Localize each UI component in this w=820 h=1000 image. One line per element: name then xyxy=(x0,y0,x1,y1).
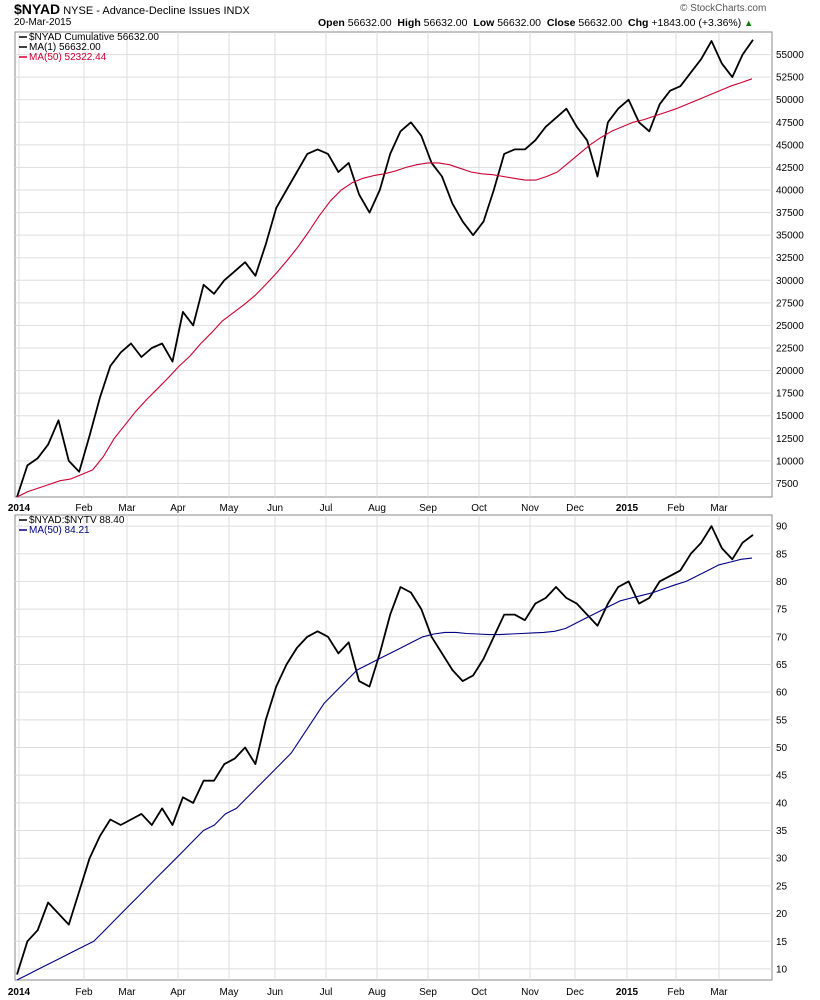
y-tick-label: 35 xyxy=(776,826,788,837)
x-tick-label: May xyxy=(220,503,239,514)
x-tick-label: Jul xyxy=(320,503,333,514)
x-tick-label: Apr xyxy=(170,503,186,514)
x-tick-label: Nov xyxy=(521,503,539,514)
x-tick-label: 2014 xyxy=(8,503,31,514)
y-tick-label: 55 xyxy=(776,715,788,726)
y-tick-label: 75 xyxy=(776,605,788,616)
y-tick-label: 50 xyxy=(776,743,788,754)
legend-entry: $NYAD:$NYTV 88.40 xyxy=(29,515,125,526)
legend-entry: MA(50) 84.21 xyxy=(29,525,90,536)
x-tick-label: Feb xyxy=(75,503,93,514)
y-tick-label: 12500 xyxy=(776,434,804,445)
y-tick-label: 90 xyxy=(776,522,788,533)
x-tick-label: Mar xyxy=(710,987,728,998)
y-tick-label: 15000 xyxy=(776,411,804,422)
y-tick-label: 10000 xyxy=(776,456,804,467)
symbol-description: NYSE - Advance-Decline Issues xyxy=(63,5,221,17)
x-tick-label: Apr xyxy=(170,987,186,998)
close-value: 56632.00 xyxy=(578,17,623,29)
x-tick-label: Oct xyxy=(471,503,487,514)
chg-value: +1843.00 (+3.36%) xyxy=(651,17,742,29)
moving-average-line xyxy=(16,78,753,498)
moving-average-line xyxy=(16,557,753,981)
x-tick-label: Mar xyxy=(710,503,728,514)
x-tick-label: Nov xyxy=(521,987,539,998)
symbol: $NYAD xyxy=(14,1,61,17)
chart-header: $NYAD NYSE - Advance-Decline Issues INDX xyxy=(14,1,250,17)
high-label: High xyxy=(397,17,421,29)
y-tick-label: 30000 xyxy=(776,276,804,287)
legend-entry: $NYAD Cumulative 56632.00 xyxy=(29,32,159,43)
y-tick-label: 60 xyxy=(776,688,788,699)
y-tick-label: 22500 xyxy=(776,344,804,355)
y-tick-label: 7500 xyxy=(776,479,799,490)
y-tick-label: 80 xyxy=(776,577,788,588)
y-tick-label: 25 xyxy=(776,881,788,892)
panel-nyad-nytv-ratio: 2014 Feb Mar Apr May Jun Jul Aug Sep Oct Nov Dec 201… xyxy=(8,514,788,998)
y-tick-label: 15 xyxy=(776,937,788,948)
y-tick-label: 55000 xyxy=(776,50,804,61)
x-tick-label: Jun xyxy=(267,503,283,514)
price-line xyxy=(16,39,754,498)
watermark: © StockCharts.com xyxy=(680,3,767,14)
x-tick-label: Jul xyxy=(320,987,333,998)
x-tick-label: Feb xyxy=(667,503,685,514)
x-tick-label: Aug xyxy=(368,987,386,998)
y-tick-label: 45000 xyxy=(776,140,804,151)
y-tick-label: 27500 xyxy=(776,298,804,309)
x-tick-label: Aug xyxy=(368,503,386,514)
y-tick-label: 30 xyxy=(776,854,788,865)
x-tick-label: 2015 xyxy=(616,987,639,998)
open-label: Open xyxy=(318,17,345,29)
legend-entry: MA(1) 56632.00 xyxy=(29,42,101,53)
x-tick-label: Sep xyxy=(419,503,437,514)
low-label: Low xyxy=(473,17,495,29)
y-tick-label: 35000 xyxy=(776,231,804,242)
y-tick-label: 10 xyxy=(776,964,788,975)
high-value: 56632.00 xyxy=(423,17,468,29)
price-line xyxy=(16,525,754,975)
y-tick-label: 42500 xyxy=(776,163,804,174)
x-tick-label: Dec xyxy=(566,503,584,514)
y-tick-label: 47500 xyxy=(776,118,804,129)
up-arrow-icon: ▲ xyxy=(744,18,754,28)
x-tick-label: May xyxy=(220,987,239,998)
open-value: 56632.00 xyxy=(347,17,392,29)
plot-frame xyxy=(14,31,773,498)
x-tick-label: Mar xyxy=(118,503,136,514)
y-tick-label: 25000 xyxy=(776,321,804,332)
panel-nyad-cumulative: 2014 Feb Mar Apr May Jun Jul Aug Sep Oct Nov Dec 201… xyxy=(8,31,804,514)
ohlc-readout: Open 56632.00 High 56632.00 Low 56632.00… xyxy=(318,17,753,29)
low-value: 56632.00 xyxy=(497,17,542,29)
x-tick-label: 2015 xyxy=(616,503,639,514)
y-tick-label: 50000 xyxy=(776,95,804,106)
y-tick-label: 20000 xyxy=(776,366,804,377)
y-tick-label: 40000 xyxy=(776,186,804,197)
y-tick-label: 52500 xyxy=(776,73,804,84)
chg-label: Chg xyxy=(628,17,649,29)
y-tick-label: 32500 xyxy=(776,253,804,264)
close-label: Close xyxy=(546,17,576,29)
x-tick-label: Mar xyxy=(118,987,136,998)
x-tick-label: Oct xyxy=(471,987,487,998)
legend-entry: MA(50) 52322.44 xyxy=(29,52,107,63)
x-tick-label: Sep xyxy=(419,987,437,998)
y-tick-label: 65 xyxy=(776,660,788,671)
x-tick-label: 2014 xyxy=(8,987,31,998)
chart-date: 20-Mar-2015 xyxy=(14,17,72,28)
x-tick-label: Feb xyxy=(75,987,93,998)
x-tick-label: Jun xyxy=(267,987,283,998)
y-tick-label: 20 xyxy=(776,909,788,920)
y-tick-label: 70 xyxy=(776,632,788,643)
x-tick-label: Dec xyxy=(566,987,584,998)
y-tick-label: 85 xyxy=(776,549,788,560)
symbol-type: INDX xyxy=(223,5,250,17)
y-tick-label: 37500 xyxy=(776,208,804,219)
x-tick-label: Feb xyxy=(667,987,685,998)
y-tick-label: 17500 xyxy=(776,389,804,400)
y-tick-label: 40 xyxy=(776,798,788,809)
y-tick-label: 45 xyxy=(776,771,788,782)
